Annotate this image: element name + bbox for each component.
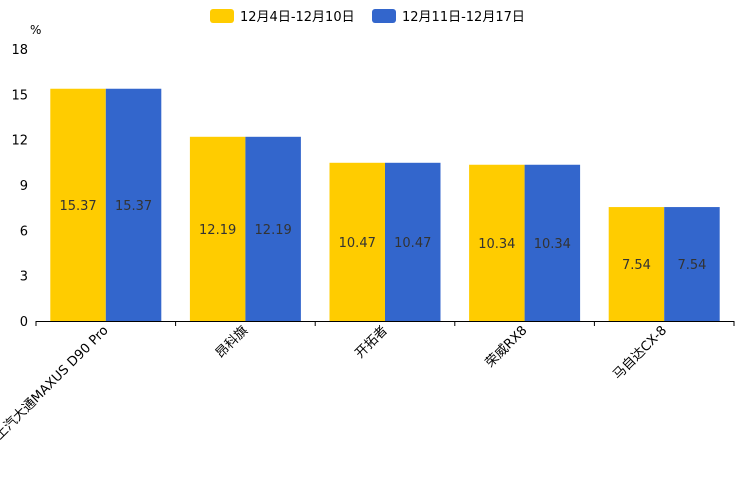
bar-value-label: 10.47 xyxy=(394,236,431,251)
bar-series-1-3 xyxy=(469,164,525,321)
bar-value-label: 15.37 xyxy=(59,199,96,214)
bar-series-2-1 xyxy=(245,136,301,321)
y-tick-label: 18 xyxy=(11,43,28,58)
legend: 12月4日-12月10日 12月11日-12月17日 xyxy=(210,9,525,25)
bar-value-label: 10.34 xyxy=(534,237,571,252)
y-tick-label: 6 xyxy=(20,224,28,239)
y-tick-label: 3 xyxy=(20,270,28,285)
x-category-label: 昂科旗 xyxy=(212,323,251,362)
bar-value-label: 10.34 xyxy=(478,237,515,252)
y-tick-label: 12 xyxy=(11,134,28,149)
bar-value-label: 10.47 xyxy=(339,236,376,251)
bar-value-label: 12.19 xyxy=(199,223,236,238)
bar-series-2-0 xyxy=(105,88,162,322)
y-axis: 0 3 6 9 12 15 18 xyxy=(11,43,28,330)
legend-swatch-series-1 xyxy=(210,9,234,23)
y-tick-label: 15 xyxy=(11,88,28,103)
legend-label-series-1: 12月4日-12月10日 xyxy=(240,10,355,25)
legend-swatch-series-2 xyxy=(372,9,396,23)
x-category-label: 马自达CX-8 xyxy=(610,323,670,383)
bar-value-label: 15.37 xyxy=(115,199,152,214)
bar-series-2-4 xyxy=(664,207,720,321)
bar-series-1-4 xyxy=(608,207,665,321)
x-axis: 上汽大通MAXUS D90 Pro 昂科旗 开拓者 荣威RX8 马自达CX-8 xyxy=(0,321,735,443)
bar-series-1-2 xyxy=(329,162,385,321)
bar-series-1-1 xyxy=(189,136,246,321)
bars: 15.37 15.37 12.19 12.19 10.47 10.47 10.34 10.34… xyxy=(50,88,720,322)
bar-value-label: 7.54 xyxy=(677,258,706,273)
y-axis-unit: % xyxy=(30,23,41,37)
bar-series-2-3 xyxy=(524,164,581,321)
y-tick-label: 9 xyxy=(20,179,28,194)
bar-series-1-0 xyxy=(50,88,106,322)
x-category-label: 上汽大通MAXUS D90 Pro xyxy=(0,323,112,443)
x-category-label: 荣威RX8 xyxy=(483,323,531,371)
bar-value-label: 12.19 xyxy=(255,223,292,238)
x-category-label: 开拓者 xyxy=(353,323,391,361)
y-tick-label: 0 xyxy=(20,315,28,330)
bar-series-2-2 xyxy=(385,162,441,321)
bar-value-label: 7.54 xyxy=(622,258,651,273)
legend-label-series-2: 12月11日-12月17日 xyxy=(402,10,525,25)
